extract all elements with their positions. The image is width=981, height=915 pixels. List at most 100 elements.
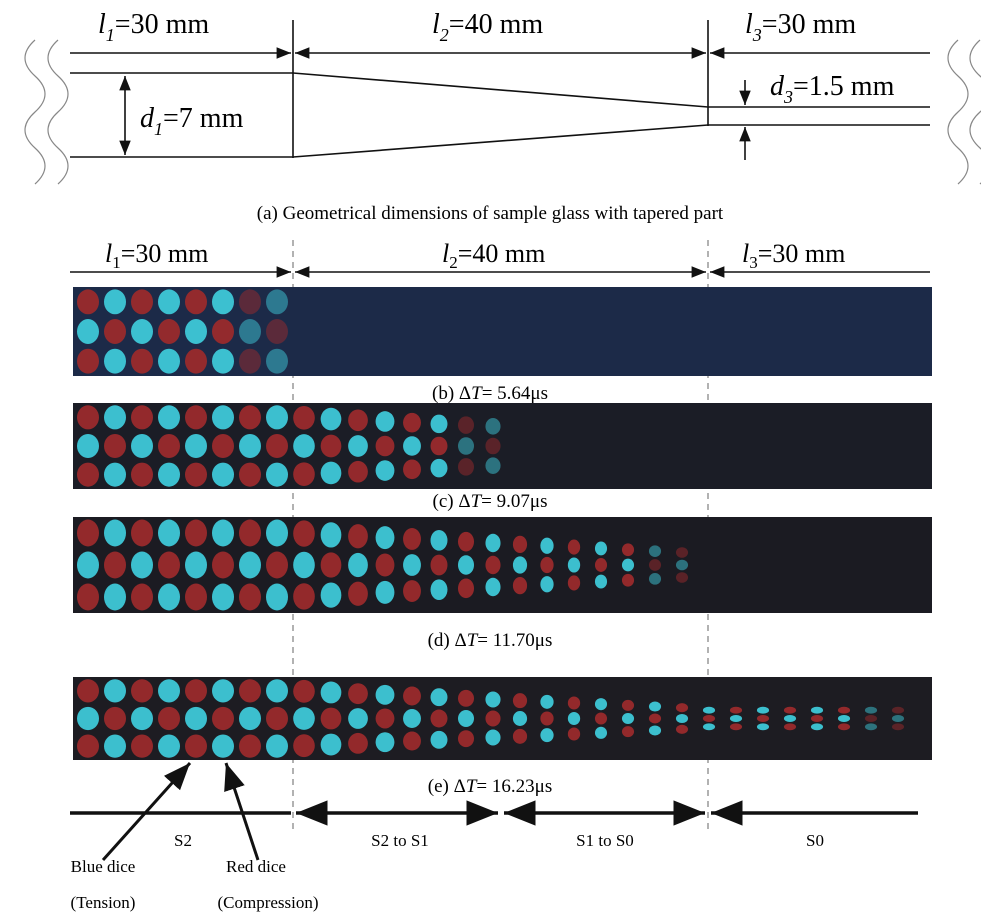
fringe: [239, 434, 261, 458]
fringe: [239, 405, 261, 429]
fringe: [540, 712, 553, 726]
fringe: [185, 520, 207, 547]
fringe: [77, 707, 99, 730]
photos: [73, 287, 932, 760]
fringe: [403, 554, 421, 576]
fringe: [77, 520, 99, 547]
fringe: [376, 581, 395, 604]
fringe: [266, 463, 288, 487]
fringe: [649, 545, 661, 557]
schematic: l1=30 mm l2=40 mm l3=30 mm d1=7 mm d3=1.…: [25, 9, 981, 224]
fringe: [131, 289, 153, 314]
fringe: [458, 532, 474, 552]
fringe: [730, 723, 742, 730]
fringe: [212, 679, 234, 702]
fringe: [131, 405, 153, 429]
fringe: [104, 319, 126, 344]
fringe: [104, 463, 126, 487]
fringe: [158, 349, 180, 374]
fringe: [403, 709, 421, 728]
fringe: [568, 727, 580, 740]
fringe: [321, 408, 342, 431]
fringe: [892, 723, 904, 730]
fringe: [622, 713, 634, 724]
fringe: [158, 463, 180, 487]
fringe: [676, 725, 688, 734]
fringe: [622, 700, 634, 711]
fringe: [403, 580, 421, 602]
fringe: [131, 552, 153, 579]
fringe: [348, 708, 368, 729]
fringe: [485, 534, 500, 552]
fringe: [185, 405, 207, 429]
fringe: [158, 434, 180, 458]
fringe: [649, 559, 661, 571]
fringe: [431, 710, 448, 728]
fringe: [158, 405, 180, 429]
fringe: [321, 435, 342, 458]
fringe: [431, 555, 448, 576]
fringe: [622, 543, 634, 556]
fringe: [811, 707, 823, 714]
fringe: [104, 349, 126, 374]
fringe: [185, 735, 207, 758]
fringe: [730, 715, 742, 722]
fringe: [321, 682, 342, 704]
fringe: [376, 411, 395, 432]
fringe: [458, 690, 474, 707]
fringe: [757, 715, 769, 722]
fringe: [376, 709, 395, 729]
fringe: [649, 701, 661, 711]
fringe: [266, 707, 288, 730]
fringe: [595, 727, 607, 739]
fringe: [239, 520, 261, 547]
fringe: [513, 577, 527, 594]
fringe: [212, 463, 234, 487]
fringe: [485, 556, 500, 574]
fringe: [321, 462, 342, 485]
fringe: [266, 735, 288, 758]
fringe: [321, 582, 342, 607]
fringe: [266, 552, 288, 579]
fringe: [458, 555, 474, 575]
fringe: [266, 520, 288, 547]
dim-label: l1=30 mm: [105, 239, 208, 272]
annotation: Red dice: [226, 857, 286, 876]
caption: (b) ΔT= 5.64μs: [432, 383, 548, 404]
fringe: [321, 522, 342, 547]
fringe: [811, 723, 823, 730]
dim-label: l3=30 mm: [745, 9, 856, 45]
region-label: S0: [806, 831, 824, 850]
caption: (d) ΔT= 11.70μs: [428, 630, 553, 651]
fringe: [266, 434, 288, 458]
fringe: [185, 289, 207, 314]
fringe: [376, 460, 395, 481]
fringe: [595, 558, 607, 572]
fringe: [185, 434, 207, 458]
fringe: [649, 573, 661, 585]
fringe: [676, 714, 688, 723]
fringe: [77, 584, 99, 611]
fringe: [513, 729, 527, 744]
fringe: [865, 715, 877, 722]
diameter-label: d3=1.5 mm: [770, 71, 895, 107]
fringe: [239, 707, 261, 730]
fringe: [485, 418, 500, 435]
fringe: [77, 349, 99, 374]
fringe: [649, 713, 661, 723]
fringe: [348, 435, 368, 457]
caption: (c) ΔT= 9.07μs: [433, 491, 548, 512]
fringe: [77, 552, 99, 579]
fringe: [239, 463, 261, 487]
fringe: [266, 289, 288, 314]
fringe: [458, 437, 474, 455]
fringe: [458, 579, 474, 599]
fringe: [293, 406, 315, 430]
fringe: [185, 552, 207, 579]
fringe: [348, 461, 368, 483]
fringe: [540, 576, 553, 592]
fringe: [568, 540, 580, 555]
fringe: [239, 552, 261, 579]
fringe: [212, 405, 234, 429]
region-label: S2: [174, 831, 192, 850]
